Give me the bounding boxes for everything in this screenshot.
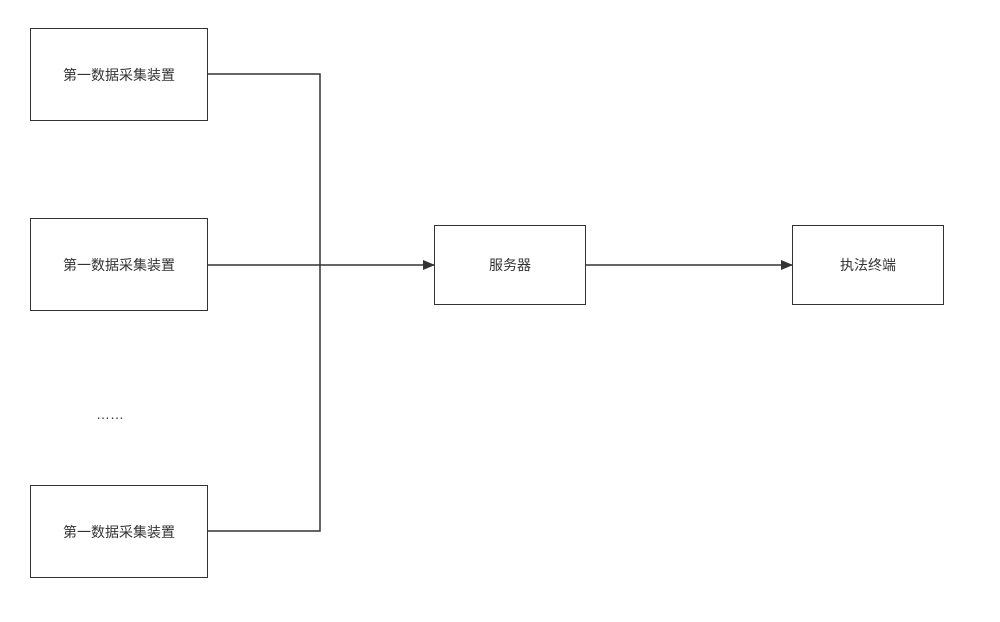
ellipsis-text: …… bbox=[96, 406, 124, 422]
node-terminal: 执法终端 bbox=[792, 225, 944, 305]
node-label: 第一数据采集装置 bbox=[63, 522, 175, 542]
node-label: 第一数据采集装置 bbox=[63, 65, 175, 85]
node-collector-1: 第一数据采集装置 bbox=[30, 28, 208, 121]
node-collector-3: 第一数据采集装置 bbox=[30, 485, 208, 578]
node-label: 执法终端 bbox=[840, 255, 896, 275]
node-collector-2: 第一数据采集装置 bbox=[30, 218, 208, 311]
diagram-canvas: 第一数据采集装置 第一数据采集装置 …… 第一数据采集装置 服务器 执法终端 bbox=[0, 0, 1000, 622]
node-server: 服务器 bbox=[434, 225, 586, 305]
node-label: 服务器 bbox=[489, 255, 531, 275]
node-label: 第一数据采集装置 bbox=[63, 255, 175, 275]
edge-collector3-junction bbox=[208, 265, 320, 531]
edge-collector1-junction bbox=[208, 74, 320, 265]
